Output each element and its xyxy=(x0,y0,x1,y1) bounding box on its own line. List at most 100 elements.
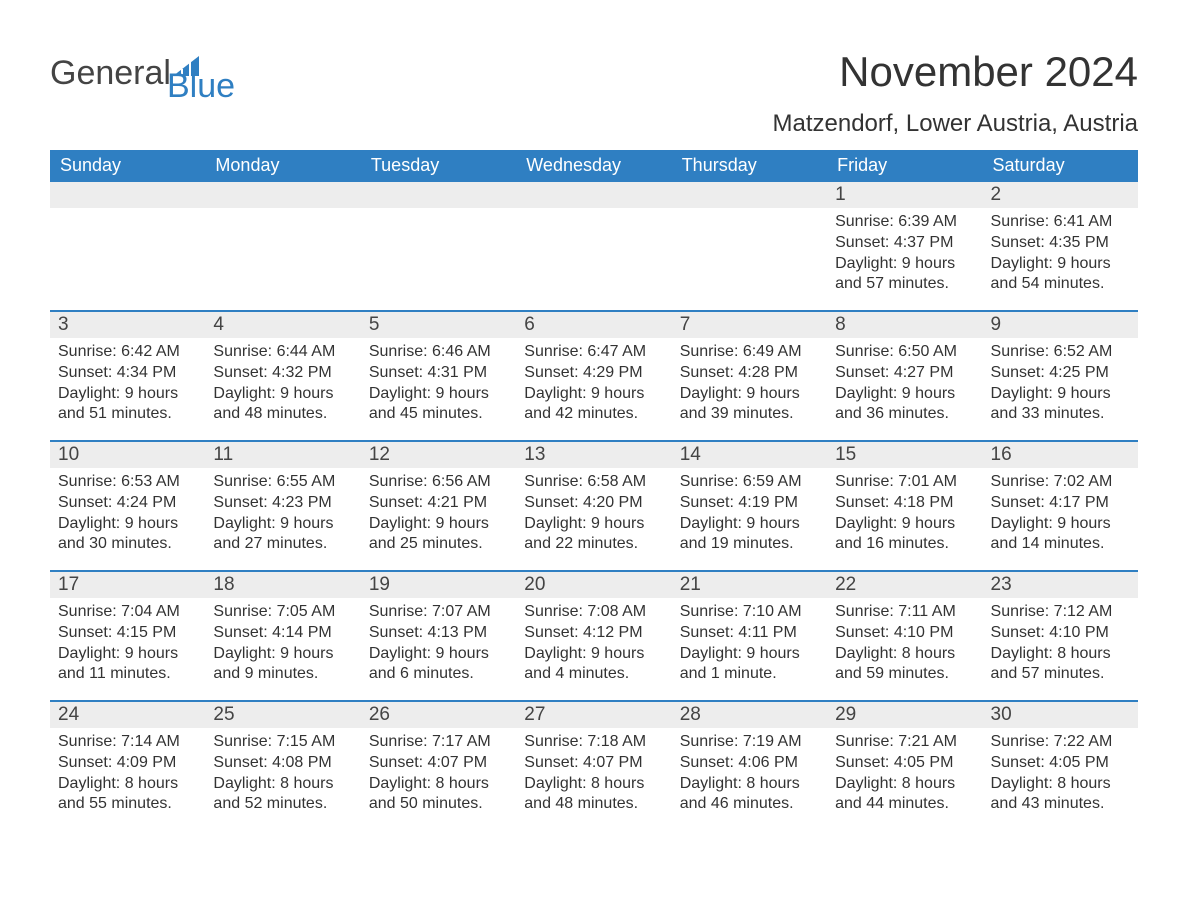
daylight-text-2: and 48 minutes. xyxy=(524,794,663,815)
daylight-text-1: Daylight: 9 hours xyxy=(835,254,974,275)
weekday-label: Thursday xyxy=(672,150,827,182)
week-row: 1Sunrise: 6:39 AMSunset: 4:37 PMDaylight… xyxy=(50,182,1138,310)
sunset-text: Sunset: 4:09 PM xyxy=(58,753,197,774)
day-body xyxy=(361,208,516,218)
weekday-label: Tuesday xyxy=(361,150,516,182)
sunset-text: Sunset: 4:11 PM xyxy=(680,623,819,644)
calendar-day: 18Sunrise: 7:05 AMSunset: 4:14 PMDayligh… xyxy=(205,572,360,700)
day-body xyxy=(516,208,671,218)
daylight-text-1: Daylight: 8 hours xyxy=(58,774,197,795)
day-number: 12 xyxy=(361,442,516,468)
day-number xyxy=(516,182,671,208)
sunrise-text: Sunrise: 6:52 AM xyxy=(991,342,1130,363)
weekday-label: Sunday xyxy=(50,150,205,182)
sunrise-text: Sunrise: 6:49 AM xyxy=(680,342,819,363)
sunset-text: Sunset: 4:35 PM xyxy=(991,233,1130,254)
day-body: Sunrise: 7:11 AMSunset: 4:10 PMDaylight:… xyxy=(827,598,982,691)
week-row: 10 Sunrise: 6:53 AMSunset: 4:24 PM Dayligh… xyxy=(50,440,1138,570)
calendar-day: 22Sunrise: 7:11 AMSunset: 4:10 PMDayligh… xyxy=(827,572,982,700)
day-number: 18 xyxy=(205,572,360,598)
calendar-day: 16Sunrise: 7:02 AMSunset: 4:17 PMDayligh… xyxy=(983,442,1138,570)
daylight-text-1: Daylight: 9 hours xyxy=(835,514,974,535)
day-number: 10 xyxy=(50,442,205,468)
daylight-text-2: and 11 minutes. xyxy=(58,664,197,685)
daylight-text-1: Daylight: 9 hours xyxy=(680,384,819,405)
day-number: 17 xyxy=(50,572,205,598)
day-body: Sunrise: 6:58 AMSunset: 4:20 PMDaylight:… xyxy=(516,468,671,561)
sunrise-text: Sunrise: 7:21 AM xyxy=(835,732,974,753)
sunset-text: Sunset: 4:27 PM xyxy=(835,363,974,384)
day-number: 6 xyxy=(516,312,671,338)
day-number: 14 xyxy=(672,442,827,468)
header-row: General Blue November 2024 Matzendorf, L… xyxy=(50,48,1138,138)
sunrise-text: Sunrise: 7:19 AM xyxy=(680,732,819,753)
sunrise-text: Sunrise: 7:10 AM xyxy=(680,602,819,623)
day-body: Sunrise: 7:07 AMSunset: 4:13 PMDaylight:… xyxy=(361,598,516,691)
daylight-text-1: Daylight: 8 hours xyxy=(991,774,1130,795)
daylight-text-2: and 50 minutes. xyxy=(369,794,508,815)
day-body: Sunrise: 7:18 AMSunset: 4:07 PMDaylight:… xyxy=(516,728,671,821)
daylight-text-1: Daylight: 8 hours xyxy=(680,774,819,795)
day-number: 7 xyxy=(672,312,827,338)
calendar-day xyxy=(516,182,671,310)
day-number: 28 xyxy=(672,702,827,728)
calendar-day: 21Sunrise: 7:10 AMSunset: 4:11 PMDayligh… xyxy=(672,572,827,700)
week-row: 24Sunrise: 7:14 AMSunset: 4:09 PMDayligh… xyxy=(50,700,1138,830)
sunset-text: Sunset: 4:34 PM xyxy=(58,363,197,384)
sunset-text: Sunset: 4:24 PM xyxy=(58,493,197,514)
sunrise-text: Sunrise: 6:42 AM xyxy=(58,342,197,363)
day-number: 27 xyxy=(516,702,671,728)
daylight-text-2: and 33 minutes. xyxy=(991,404,1130,425)
daylight-text-1: Daylight: 9 hours xyxy=(58,384,197,405)
logo-mark-wrap: Blue xyxy=(173,56,235,101)
daylight-text-2: and 51 minutes. xyxy=(58,404,197,425)
daylight-text-2: and 48 minutes. xyxy=(213,404,352,425)
daylight-text-2: and 16 minutes. xyxy=(835,534,974,555)
day-body: Sunrise: 6:47 AMSunset: 4:29 PMDaylight:… xyxy=(516,338,671,431)
sunset-text: Sunset: 4:08 PM xyxy=(213,753,352,774)
logo: General Blue xyxy=(50,48,235,101)
sunset-text: Sunset: 4:10 PM xyxy=(835,623,974,644)
day-body: Sunrise: 7:08 AMSunset: 4:12 PMDaylight:… xyxy=(516,598,671,691)
day-body: Sunrise: 7:19 AMSunset: 4:06 PMDaylight:… xyxy=(672,728,827,821)
day-body: Sunrise: 7:01 AMSunset: 4:18 PMDaylight:… xyxy=(827,468,982,561)
daylight-text-1: Daylight: 8 hours xyxy=(524,774,663,795)
sunrise-text: Sunrise: 6:58 AM xyxy=(524,472,663,493)
sunset-text: Sunset: 4:14 PM xyxy=(213,623,352,644)
sunrise-text: Sunrise: 6:59 AM xyxy=(680,472,819,493)
daylight-text-2: and 6 minutes. xyxy=(369,664,508,685)
sunrise-text: Sunrise: 7:22 AM xyxy=(991,732,1130,753)
day-body: Sunrise: 7:14 AMSunset: 4:09 PMDaylight:… xyxy=(50,728,205,821)
daylight-text-2: and 14 minutes. xyxy=(991,534,1130,555)
day-body: Sunrise: 6:49 AMSunset: 4:28 PMDaylight:… xyxy=(672,338,827,431)
calendar-day: 6Sunrise: 6:47 AMSunset: 4:29 PMDaylight… xyxy=(516,312,671,440)
sunrise-text: Sunrise: 6:41 AM xyxy=(991,212,1130,233)
calendar-day xyxy=(50,182,205,310)
calendar-day: 25Sunrise: 7:15 AMSunset: 4:08 PMDayligh… xyxy=(205,702,360,830)
sunset-text: Sunset: 4:17 PM xyxy=(991,493,1130,514)
daylight-text-2: and 57 minutes. xyxy=(835,274,974,295)
calendar-day: 14Sunrise: 6:59 AMSunset: 4:19 PMDayligh… xyxy=(672,442,827,570)
day-body: Sunrise: 6:56 AMSunset: 4:21 PMDaylight:… xyxy=(361,468,516,561)
weekday-header: SundayMondayTuesdayWednesdayThursdayFrid… xyxy=(50,150,1138,182)
sunset-text: Sunset: 4:37 PM xyxy=(835,233,974,254)
calendar: SundayMondayTuesdayWednesdayThursdayFrid… xyxy=(50,150,1138,830)
weekday-label: Wednesday xyxy=(516,150,671,182)
sunset-text: Sunset: 4:25 PM xyxy=(991,363,1130,384)
calendar-day: 28Sunrise: 7:19 AMSunset: 4:06 PMDayligh… xyxy=(672,702,827,830)
sunrise-text: Sunrise: 6:55 AM xyxy=(213,472,352,493)
sunrise-text: Sunrise: 6:44 AM xyxy=(213,342,352,363)
sunrise-text: Sunrise: 6:56 AM xyxy=(369,472,508,493)
daylight-text-1: Daylight: 8 hours xyxy=(369,774,508,795)
calendar-day: 20Sunrise: 7:08 AMSunset: 4:12 PMDayligh… xyxy=(516,572,671,700)
daylight-text-2: and 39 minutes. xyxy=(680,404,819,425)
day-number: 21 xyxy=(672,572,827,598)
daylight-text-2: and 55 minutes. xyxy=(58,794,197,815)
day-body xyxy=(205,208,360,218)
sunset-text: Sunset: 4:15 PM xyxy=(58,623,197,644)
weeks-container: 1Sunrise: 6:39 AMSunset: 4:37 PMDaylight… xyxy=(50,182,1138,830)
day-body: Sunrise: 7:10 AMSunset: 4:11 PMDaylight:… xyxy=(672,598,827,691)
title-block: November 2024 Matzendorf, Lower Austria,… xyxy=(772,48,1138,138)
day-number: 19 xyxy=(361,572,516,598)
sunrise-text: Sunrise: 6:53 AM xyxy=(58,472,197,493)
